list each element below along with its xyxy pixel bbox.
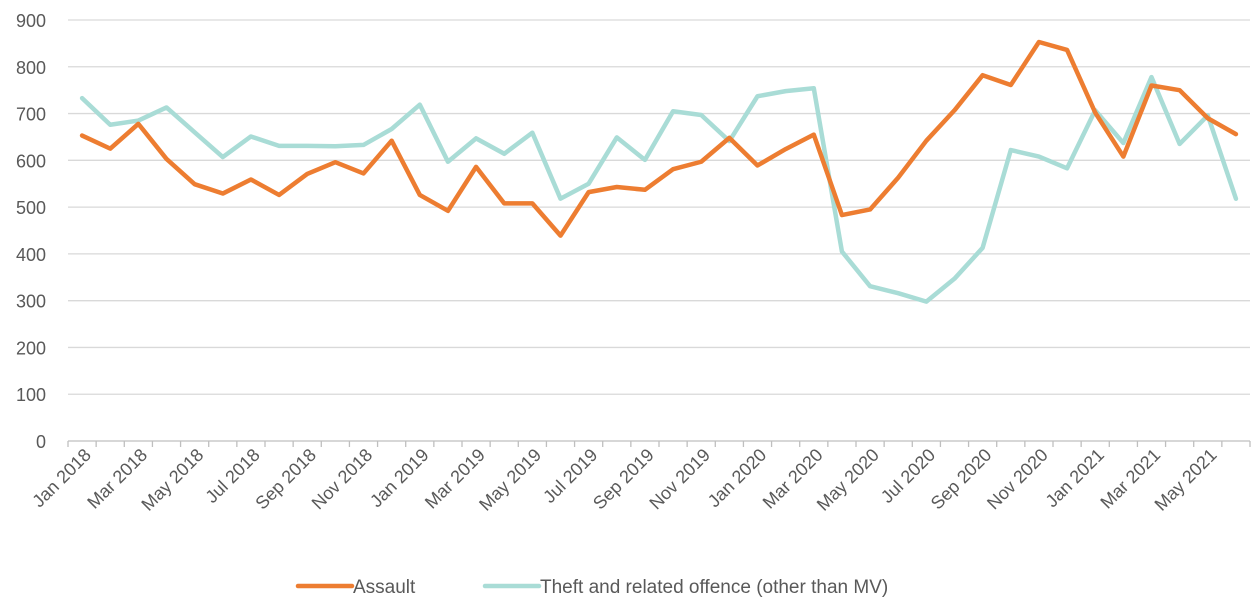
y-axis-tick-labels: 0 100 200 300 400 500 600 700 800 900 [16, 11, 46, 452]
axes [67, 440, 1251, 447]
x-tick-label: Nov 2020 [983, 445, 1052, 514]
y-tick-label: 100 [16, 385, 46, 405]
series-lines [79, 39, 1239, 304]
x-tick-label: May 2019 [475, 445, 545, 515]
y-tick-label: 900 [16, 11, 46, 31]
legend: Assault Theft and related offence (other … [295, 577, 888, 598]
x-tick-label: Sep 2020 [927, 445, 996, 514]
x-tick-label: Nov 2019 [645, 445, 714, 514]
y-tick-label: 800 [16, 58, 46, 78]
legend-label: Assault [353, 577, 416, 598]
y-tick-label: 700 [16, 105, 46, 125]
x-tick-label: May 2020 [813, 445, 883, 515]
y-tick-label: 200 [16, 338, 46, 358]
y-tick-label: 400 [16, 245, 46, 265]
x-tick-label: May 2018 [137, 445, 207, 515]
y-tick-label: 600 [16, 151, 46, 171]
y-tick-label: 500 [16, 198, 46, 218]
series-line-assault [79, 39, 1239, 238]
y-tick-label: 0 [36, 432, 46, 452]
y-tick-label: 300 [16, 292, 46, 312]
x-tick-label: Sep 2019 [589, 445, 658, 514]
x-tick-label: May 2021 [1151, 445, 1221, 515]
x-tick-label: Nov 2018 [308, 445, 377, 514]
x-tick-label: Sep 2018 [251, 445, 320, 514]
legend-label: Theft and related offence (other than MV… [540, 577, 888, 598]
series-line-theft [79, 74, 1239, 304]
gridlines [68, 19, 1250, 395]
